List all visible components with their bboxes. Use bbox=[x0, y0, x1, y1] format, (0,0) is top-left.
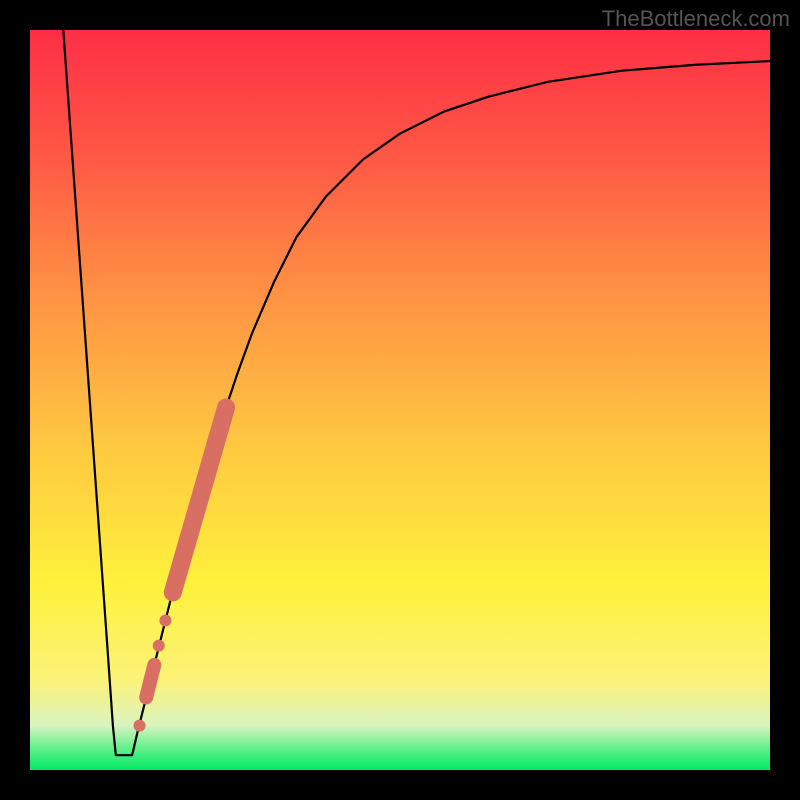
chart-background-gradient bbox=[30, 30, 770, 770]
marker-dot bbox=[159, 615, 171, 627]
bottleneck-chart bbox=[0, 0, 800, 800]
marker-dot bbox=[134, 720, 146, 732]
marker-pill bbox=[146, 665, 154, 698]
marker-dot bbox=[153, 640, 165, 652]
watermark-label: TheBottleneck.com bbox=[602, 6, 790, 32]
